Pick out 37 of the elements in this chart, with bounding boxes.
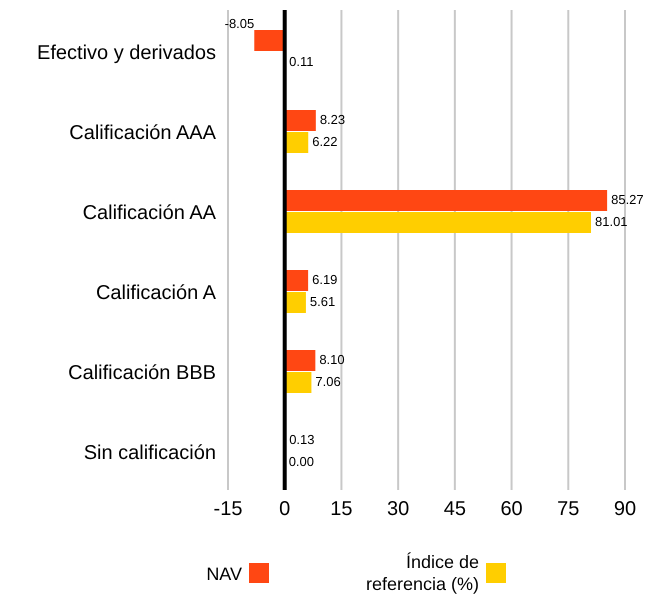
data-label: 6.19 (312, 272, 338, 287)
x-tick-label: -15 (214, 498, 242, 520)
bar (254, 30, 285, 51)
y-tick-label: Calificación A (96, 282, 217, 304)
legend-label: Índice de referencia (%) (366, 552, 479, 594)
bar (284, 132, 308, 153)
data-label: 8.10 (319, 352, 345, 367)
x-tick-label: 0 (279, 498, 290, 520)
data-label: 81.01 (595, 214, 628, 229)
data-label: 85.27 (611, 192, 644, 207)
legend-label: NAV (206, 564, 242, 584)
x-tick-label: 45 (444, 498, 466, 520)
bar (284, 212, 592, 233)
x-tick-label: 30 (387, 498, 410, 520)
bar (284, 270, 308, 291)
x-tick-label: 60 (500, 498, 523, 520)
data-label: 6.22 (312, 134, 338, 149)
x-tick-label: 75 (557, 498, 580, 520)
data-label: 8.23 (320, 112, 346, 127)
bar (284, 292, 306, 313)
y-tick-label: Calificación AA (82, 202, 217, 224)
data-label: 0.13 (289, 432, 315, 447)
bar (284, 372, 312, 393)
data-label: 0.11 (289, 54, 314, 69)
data-label: 5.61 (310, 294, 336, 309)
x-tick-label: 15 (330, 498, 353, 520)
y-tick-label: Calificación AAA (69, 122, 217, 144)
bar (284, 190, 608, 211)
bar (284, 350, 316, 371)
data-label: -8.05 (224, 16, 254, 31)
bar (284, 110, 316, 131)
data-label: 7.06 (315, 374, 341, 389)
y-tick-label: Efectivo y derivados (37, 42, 216, 64)
x-tick-label: 90 (614, 498, 636, 520)
y-tick-label: Sin calificación (84, 442, 216, 464)
y-tick-label: Calificación BBB (68, 362, 216, 384)
data-label: 0.00 (288, 454, 314, 469)
